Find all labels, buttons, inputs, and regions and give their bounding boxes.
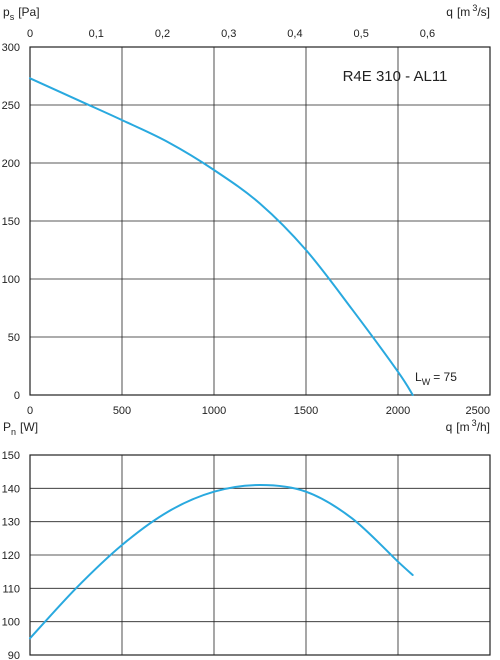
flow-ms-tick-label: 0,6 [420,28,435,40]
pressure-xtick-label: 0 [27,405,33,417]
power-grid [30,455,490,655]
pressure-xtick-label: 1000 [202,405,226,417]
power-chart: Pn [W] q [m 3/h] 90 100 110 120 130 140 150 [2,418,491,660]
pressure-plot-frame [29,46,491,396]
pressure-ytick-label: 250 [2,100,20,112]
chart-title: R4E 310 - AL11 [343,68,448,85]
flow-ms-tick-label: 0,2 [155,28,170,40]
pressure-xtick-label: 2000 [386,405,410,417]
power-ytick-label: 150 [2,450,20,462]
flow-mh-xlabel: q [m 3/h] [446,418,490,434]
flow-ms-tick-label: 0,5 [354,28,369,40]
flow-ms-tick-label: 0,4 [287,28,302,40]
pressure-xtick-label: 1500 [294,405,318,417]
pressure-chart: ps [Pa] q [m 3/s] R4E 310 - AL11 LW = 75 0 50… [2,3,491,417]
pressure-grid [30,47,490,395]
pressure-ytick-label: 100 [2,274,20,286]
pressure-ylabel: ps [Pa] [3,5,40,22]
power-ytick-label: 110 [2,583,20,595]
flow-ms-tick-label: 0,1 [89,28,104,40]
pressure-ytick-label: 300 [2,42,20,54]
sound-power-annotation: LW = 75 [415,370,457,387]
power-ylabel: Pn [W] [3,420,38,437]
power-ytick-label: 90 [8,650,20,660]
power-ytick-label: 130 [2,517,20,529]
pressure-ytick-label: 150 [2,216,20,228]
power-plot-frame [29,454,491,656]
pressure-xtick-label: 2500 [466,405,490,417]
power-ytick-label: 140 [2,483,20,495]
pressure-ticks: 0 500 1000 1500 2000 2500 0 50 100 150 200 250 300 0 0… [2,28,490,417]
pressure-ytick-label: 50 [8,332,20,344]
pressure-ytick-label: 200 [2,158,20,170]
power-ytick-label: 120 [2,550,20,562]
pressure-ytick-label: 0 [14,390,20,402]
flow-ms-xlabel: q [m 3/s] [446,3,490,19]
pressure-xtick-label: 500 [113,405,131,417]
power-ytick-label: 100 [2,617,20,629]
flow-ms-tick-label: 0 [27,28,33,40]
power-ticks: 90 100 110 120 130 140 150 [2,450,20,660]
power-curve [29,484,414,640]
pressure-curve [29,77,414,396]
flow-ms-tick-label: 0,3 [221,28,236,40]
